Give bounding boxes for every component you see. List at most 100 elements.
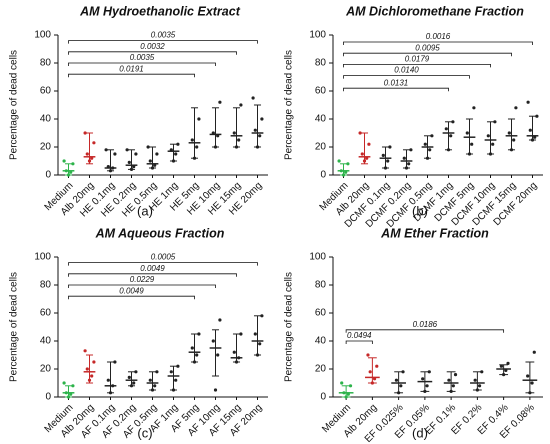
data-point bbox=[92, 141, 96, 145]
data-point bbox=[106, 165, 110, 169]
data-point bbox=[111, 166, 115, 170]
p-value: 0.0049 bbox=[140, 264, 165, 273]
data-point bbox=[90, 156, 94, 160]
data-point bbox=[85, 152, 89, 156]
data-point bbox=[472, 106, 476, 110]
data-point bbox=[473, 378, 477, 382]
y-tick-label: 60 bbox=[40, 86, 52, 97]
p-value: 0.0179 bbox=[405, 55, 430, 64]
y-tick-label: 100 bbox=[34, 30, 51, 41]
data-point bbox=[260, 117, 264, 121]
data-point bbox=[451, 120, 455, 124]
y-tick-label: 80 bbox=[315, 58, 327, 69]
data-point bbox=[190, 346, 194, 350]
data-point bbox=[425, 384, 429, 388]
data-point bbox=[129, 384, 134, 388]
significance-bracket bbox=[345, 340, 373, 344]
data-point bbox=[449, 134, 453, 138]
y-tick-label: 100 bbox=[309, 30, 326, 41]
chart-title: AM Dichloromethane Fraction bbox=[345, 4, 524, 18]
y-tick-label: 40 bbox=[40, 336, 52, 347]
data-point bbox=[381, 153, 385, 157]
data-point bbox=[388, 145, 392, 149]
data-point bbox=[502, 373, 506, 377]
data-point bbox=[444, 127, 448, 131]
data-point bbox=[176, 364, 180, 368]
data-point bbox=[234, 145, 239, 149]
data-point bbox=[423, 389, 427, 393]
data-point bbox=[148, 159, 152, 163]
p-value: 0.0016 bbox=[426, 32, 451, 41]
y-tick-label: 60 bbox=[315, 308, 327, 319]
data-point bbox=[409, 148, 413, 152]
data-point bbox=[216, 353, 220, 357]
y-tick-label: 40 bbox=[315, 336, 327, 347]
data-point bbox=[255, 353, 260, 357]
data-point bbox=[62, 159, 66, 163]
chart-title: AM Ether Fraction bbox=[380, 226, 489, 240]
data-point bbox=[530, 381, 534, 385]
y-axis-label: Percentage of dead cells bbox=[9, 50, 20, 160]
y-tick-label: 80 bbox=[315, 280, 327, 291]
data-point bbox=[344, 170, 348, 174]
data-point bbox=[535, 114, 539, 118]
data-point bbox=[127, 375, 131, 379]
data-point bbox=[113, 152, 117, 156]
data-point bbox=[190, 138, 194, 142]
p-value: 0.0191 bbox=[119, 64, 143, 73]
data-point bbox=[528, 128, 532, 132]
significance-bracket bbox=[68, 273, 237, 277]
data-point bbox=[153, 384, 157, 388]
significance-bracket bbox=[343, 87, 449, 92]
data-point bbox=[218, 318, 222, 322]
significance-bracket bbox=[68, 284, 216, 288]
y-tick-label: 40 bbox=[40, 114, 52, 125]
data-point bbox=[197, 332, 201, 336]
data-point bbox=[488, 152, 493, 156]
data-point bbox=[237, 138, 241, 142]
y-tick-label: 0 bbox=[45, 392, 51, 403]
data-point bbox=[132, 381, 136, 385]
data-point bbox=[526, 100, 530, 104]
data-point bbox=[129, 167, 134, 171]
data-point bbox=[174, 152, 178, 156]
y-tick-label: 0 bbox=[320, 392, 326, 403]
data-point bbox=[197, 117, 201, 121]
data-point bbox=[253, 128, 257, 132]
data-point bbox=[465, 131, 469, 135]
data-point bbox=[477, 384, 482, 388]
significance-bracket bbox=[343, 75, 470, 79]
p-value: 0.0494 bbox=[347, 331, 372, 340]
data-point bbox=[486, 134, 490, 138]
p-value: 0.0131 bbox=[384, 78, 408, 87]
data-point bbox=[216, 134, 220, 138]
data-point bbox=[66, 173, 71, 177]
data-point bbox=[470, 142, 474, 146]
p-value: 0.0049 bbox=[119, 286, 144, 295]
data-point bbox=[344, 395, 348, 399]
data-point bbox=[447, 378, 451, 382]
data-point bbox=[232, 131, 236, 135]
significance-bracket bbox=[68, 62, 216, 66]
significance-bracket bbox=[68, 295, 195, 300]
y-tick-label: 20 bbox=[40, 364, 52, 375]
data-point bbox=[399, 384, 403, 388]
data-point bbox=[150, 388, 155, 392]
data-point bbox=[451, 384, 455, 388]
y-tick-label: 80 bbox=[40, 58, 52, 69]
significance-bracket bbox=[343, 64, 491, 68]
data-point bbox=[423, 142, 427, 146]
data-point bbox=[134, 152, 138, 156]
data-point bbox=[192, 360, 197, 364]
data-point bbox=[211, 131, 215, 135]
data-point bbox=[533, 135, 537, 139]
data-point bbox=[64, 391, 68, 395]
y-tick-label: 20 bbox=[40, 142, 52, 153]
data-point bbox=[427, 370, 431, 374]
data-point bbox=[507, 131, 511, 135]
data-point bbox=[127, 160, 131, 164]
data-point bbox=[237, 356, 241, 360]
data-point bbox=[62, 381, 66, 385]
panel-label: (b) bbox=[412, 203, 428, 218]
y-axis-label: Percentage of dead cells bbox=[9, 272, 20, 382]
